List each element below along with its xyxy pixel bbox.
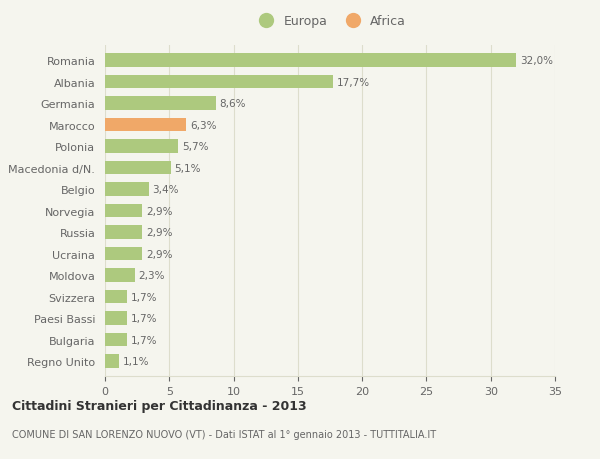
Text: COMUNE DI SAN LORENZO NUOVO (VT) - Dati ISTAT al 1° gennaio 2013 - TUTTITALIA.IT: COMUNE DI SAN LORENZO NUOVO (VT) - Dati … xyxy=(12,429,436,439)
Text: 1,7%: 1,7% xyxy=(131,335,157,345)
Bar xyxy=(105,162,170,175)
Text: 8,6%: 8,6% xyxy=(220,99,246,109)
Text: 32,0%: 32,0% xyxy=(520,56,553,66)
Bar xyxy=(105,183,149,196)
Legend: Europa, Africa: Europa, Africa xyxy=(249,10,411,33)
Bar xyxy=(105,97,215,111)
Bar xyxy=(105,269,134,282)
Text: 2,9%: 2,9% xyxy=(146,206,173,216)
Text: 1,1%: 1,1% xyxy=(123,356,149,366)
Bar xyxy=(105,54,517,67)
Bar xyxy=(105,355,119,368)
Text: 1,7%: 1,7% xyxy=(131,292,157,302)
Bar xyxy=(105,118,186,132)
Text: 17,7%: 17,7% xyxy=(337,78,370,87)
Text: 1,7%: 1,7% xyxy=(131,313,157,324)
Bar xyxy=(105,333,127,347)
Text: 3,4%: 3,4% xyxy=(152,185,179,195)
Text: 2,9%: 2,9% xyxy=(146,249,173,259)
Bar xyxy=(105,226,142,239)
Bar xyxy=(105,76,332,89)
Bar xyxy=(105,205,142,218)
Bar xyxy=(105,140,178,153)
Text: 5,1%: 5,1% xyxy=(175,163,201,173)
Bar xyxy=(105,291,127,304)
Bar xyxy=(105,312,127,325)
Bar xyxy=(105,247,142,261)
Text: 2,9%: 2,9% xyxy=(146,228,173,238)
Text: Cittadini Stranieri per Cittadinanza - 2013: Cittadini Stranieri per Cittadinanza - 2… xyxy=(12,399,307,412)
Text: 2,3%: 2,3% xyxy=(139,270,165,280)
Text: 6,3%: 6,3% xyxy=(190,120,217,130)
Text: 5,7%: 5,7% xyxy=(182,142,209,152)
